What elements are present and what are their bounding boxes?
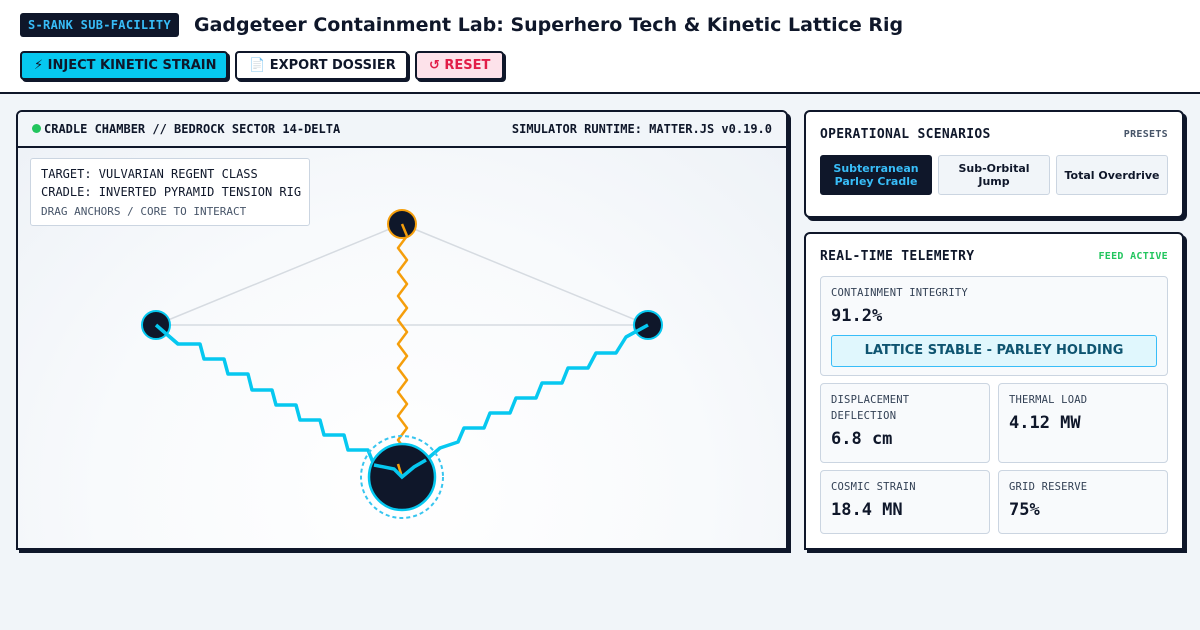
reset-button[interactable]: ↺ RESET bbox=[415, 51, 504, 80]
presets-tag: PRESETS bbox=[1123, 129, 1168, 140]
live-status-dot-icon bbox=[32, 124, 41, 133]
feed-active-tag: FEED ACTIVE bbox=[1098, 251, 1168, 262]
displacement-deflection-value: 6.8 cm bbox=[831, 429, 893, 449]
scenario-subterranean-parley-cradle[interactable]: Subterranean Parley Cradle bbox=[820, 155, 932, 195]
core-tether-joint bbox=[373, 458, 427, 480]
real-time-telemetry-panel: REAL-TIME TELEMETRY FEED ACTIVE CONTAINM… bbox=[804, 232, 1184, 550]
telemetry-title: REAL-TIME TELEMETRY bbox=[820, 249, 975, 264]
thermal-load-label: THERMAL LOAD bbox=[1009, 394, 1088, 406]
vertical-tether bbox=[396, 223, 409, 478]
cosmic-strain-label: COSMIC STRAIN bbox=[831, 481, 916, 493]
facility-badge: S-RANK SUB-FACILITY bbox=[20, 13, 179, 37]
chamber-header: CRADLE CHAMBER // BEDROCK SECTOR 14-DELT… bbox=[18, 112, 786, 148]
left-tether-end bbox=[154, 323, 180, 346]
target-class-label: TARGET: VULVARIAN REGENT CLASS bbox=[41, 167, 258, 181]
scenario-sub-orbital-jump[interactable]: Sub-Orbital Jump bbox=[938, 155, 1050, 195]
thermal-load-card: THERMAL LOAD 4.12 MW bbox=[998, 383, 1168, 463]
cosmic-strain-card: COSMIC STRAIN 18.4 MN bbox=[820, 470, 990, 534]
simulation-stage[interactable]: TARGET: VULVARIAN REGENT CLASS CRADLE: I… bbox=[18, 148, 786, 550]
containment-integrity-card: CONTAINMENT INTEGRITY 91.2% LATTICE STAB… bbox=[820, 276, 1168, 376]
containment-integrity-value: 91.2% bbox=[831, 306, 883, 326]
simulator-runtime-label: SIMULATOR RUNTIME: MATTER.JS v0.19.0 bbox=[511, 122, 772, 136]
displacement-deflection-card: DISPLACEMENT DEFLECTION 6.8 cm bbox=[820, 383, 990, 463]
right-tether bbox=[400, 323, 649, 479]
scenario-total-overdrive[interactable]: Total Overdrive bbox=[1056, 155, 1168, 195]
grid-reserve-value: 75% bbox=[1009, 500, 1040, 520]
frame-line-right bbox=[401, 223, 649, 326]
operational-scenarios-panel: OPERATIONAL SCENARIOS PRESETS Subterrane… bbox=[804, 110, 1184, 218]
tension-rig-canvas[interactable] bbox=[18, 148, 786, 550]
lattice-status-badge: LATTICE STABLE - PARLEY HOLDING bbox=[831, 335, 1157, 367]
cosmic-strain-value: 18.4 MN bbox=[831, 500, 903, 520]
frame-line-left bbox=[155, 223, 403, 326]
grid-reserve-label: GRID RESERVE bbox=[1009, 481, 1088, 493]
interaction-hint: DRAG ANCHORS / CORE TO INTERACT bbox=[41, 205, 247, 218]
cradle-type-label: CRADLE: INVERTED PYRAMID TENSION RIG bbox=[41, 185, 302, 199]
grid-reserve-card: GRID RESERVE 75% bbox=[998, 470, 1168, 534]
left-tether bbox=[154, 323, 404, 479]
right-tether-end bbox=[625, 323, 649, 339]
app-header: S-RANK SUB-FACILITY Gadgeteer Containmen… bbox=[0, 0, 1200, 94]
containment-integrity-label: CONTAINMENT INTEGRITY bbox=[831, 287, 968, 299]
chamber-title: CRADLE CHAMBER // BEDROCK SECTOR 14-DELT… bbox=[44, 122, 341, 136]
core-field-ring bbox=[360, 435, 444, 519]
target-info-box: TARGET: VULVARIAN REGENT CLASS CRADLE: I… bbox=[30, 158, 310, 226]
vertical-tether-end bbox=[400, 223, 409, 237]
page-title: Gadgeteer Containment Lab: Superhero Tec… bbox=[194, 14, 904, 36]
thermal-load-value: 4.12 MW bbox=[1009, 413, 1081, 433]
cradle-chamber-panel: CRADLE CHAMBER // BEDROCK SECTOR 14-DELT… bbox=[16, 110, 788, 550]
displacement-deflection-label: DISPLACEMENT DEFLECTION bbox=[831, 394, 910, 422]
export-dossier-button[interactable]: 📄 EXPORT DOSSIER bbox=[235, 51, 408, 80]
scenarios-title: OPERATIONAL SCENARIOS bbox=[820, 127, 991, 142]
inject-kinetic-strain-button[interactable]: ⚡ INJECT KINETIC STRAIN bbox=[20, 51, 228, 80]
